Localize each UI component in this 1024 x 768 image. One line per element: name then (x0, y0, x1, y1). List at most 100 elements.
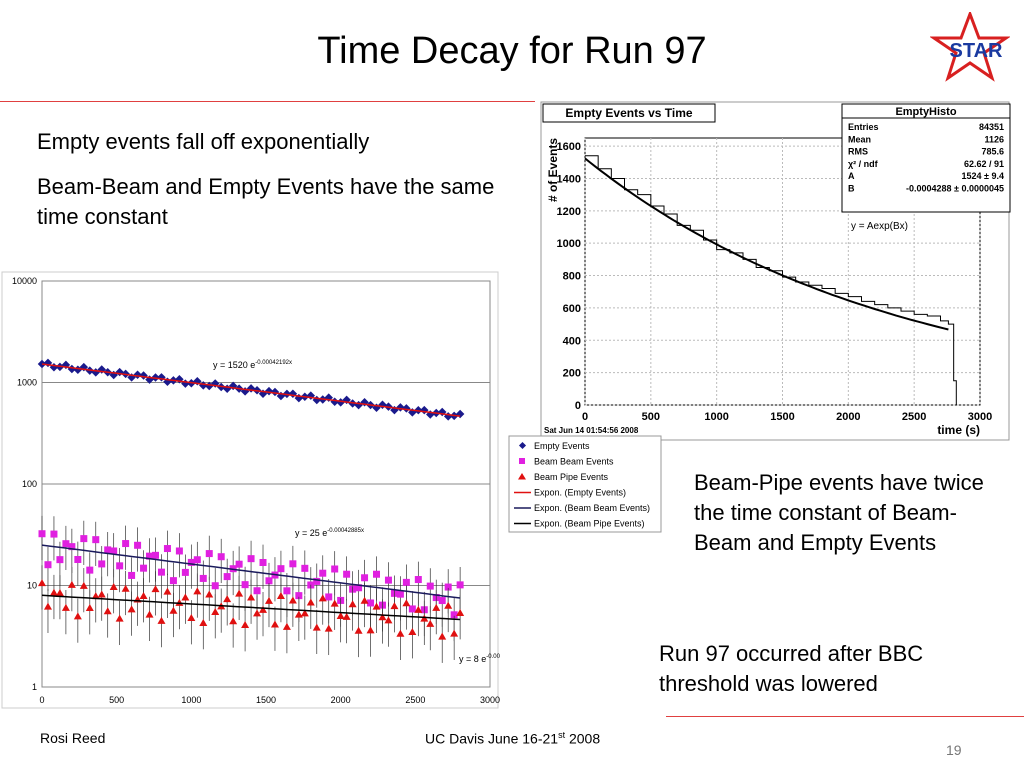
root-x-tick-label: 0 (582, 411, 588, 423)
excel-beam-beam-point (384, 576, 392, 584)
excel-beam-beam-point (92, 536, 100, 544)
excel-beam-beam-point (151, 551, 159, 559)
root-fit-label: y = Aexp(Bx) (851, 221, 908, 232)
excel-beam-pipe-point (432, 603, 441, 611)
excel-beam-pipe-point (97, 590, 106, 598)
footer-conference-text: UC Davis June 16-21 (425, 730, 559, 747)
root-x-tick-label: 1000 (704, 411, 728, 423)
excel-beam-beam-point (50, 530, 58, 538)
root-stats-value: 1126 (984, 134, 1004, 144)
excel-beam-pipe-point (181, 593, 190, 601)
root-y-tick-label: 800 (563, 271, 581, 283)
excel-beam-pipe-point (163, 587, 172, 595)
excel-beam-pipe-point (199, 618, 208, 626)
root-x-axis-label: time (s) (937, 423, 980, 437)
excel-fit-line-2 (41, 594, 461, 621)
excel-beam-beam-point (86, 566, 94, 574)
excel-beam-beam-point (247, 555, 255, 563)
excel-beam-beam-point (187, 558, 195, 566)
note-beam-pipe: Beam-Pipe events have twice the time con… (694, 470, 984, 555)
excel-y-tick-label: 10 (27, 581, 37, 591)
slide-title: Time Decay for Run 97 (317, 30, 707, 72)
excel-beam-beam-point (140, 564, 148, 572)
excel-beam-pipe-point (276, 591, 285, 599)
excel-beam-beam-point (134, 541, 142, 549)
excel-beam-beam-point (110, 547, 118, 555)
root-stats-label: RMS (848, 147, 868, 157)
excel-beam-pipe-point (235, 589, 244, 597)
root-y-tick-label: 1000 (557, 238, 581, 250)
root-stats-label: χ² / ndf (848, 159, 879, 169)
root-stats-value: 62.62 / 91 (964, 159, 1004, 169)
excel-beam-pipe-point (270, 620, 279, 628)
excel-beam-beam-point (175, 547, 183, 555)
excel-beam-beam-point (426, 582, 434, 590)
logo-text: STAR (950, 40, 1004, 62)
excel-beam-pipe-point (402, 599, 411, 607)
root-y-tick-label: 400 (563, 335, 581, 347)
footer-conference-year: 2008 (565, 730, 601, 747)
excel-fit-label: y = 8 e-0.00019578x (459, 654, 500, 664)
excel-beam-beam-point (205, 550, 213, 558)
excel-fit-label: y = 25 e-0.00042885x (295, 528, 364, 538)
root-stats-title: EmptyHisto (895, 106, 956, 118)
excel-beam-pipe-point (139, 591, 148, 599)
excel-beam-beam-point (295, 592, 303, 600)
root-x-tick-label: 2500 (902, 411, 926, 423)
excel-beam-beam-point (181, 568, 189, 576)
root-chart-title: Empty Events vs Time (565, 106, 692, 120)
excel-beam-pipe-point (414, 605, 423, 613)
excel-beam-beam-point (259, 558, 267, 566)
excel-x-tick-label: 0 (39, 695, 44, 705)
legend-label: Expon. (Empty Events) (534, 488, 626, 498)
excel-beam-pipe-point (354, 626, 363, 634)
legend-marker-diamond (518, 441, 527, 450)
excel-beam-pipe-point (253, 609, 262, 617)
excel-beam-beam-point (355, 584, 363, 592)
excel-beam-pipe-point (438, 632, 447, 640)
excel-y-tick-label: 10000 (12, 276, 37, 286)
root-x-tick-label: 3000 (968, 411, 992, 423)
excel-x-tick-label: 3000 (480, 695, 500, 705)
excel-beam-beam-point (44, 561, 52, 569)
root-stats-label: Mean (848, 134, 871, 144)
excel-beam-pipe-point (372, 602, 381, 610)
excel-series-2 (38, 565, 465, 663)
excel-beam-beam-point (193, 556, 201, 564)
legend-label: Beam Beam Events (534, 457, 614, 467)
excel-beam-pipe-point (61, 603, 70, 611)
excel-beam-pipe-point (151, 585, 160, 593)
excel-beam-beam-point (444, 583, 452, 591)
excel-fit-line-0 (41, 363, 461, 417)
note-run-97: Run 97 occurred after BBC threshold was … (659, 641, 924, 696)
root-fit-curve (584, 157, 949, 331)
excel-beam-pipe-point (384, 616, 393, 624)
root-y-axis-label: # of Events (546, 138, 560, 202)
excel-beam-pipe-point (169, 606, 178, 614)
root-stats-box (841, 103, 1011, 213)
excel-beam-pipe-point (360, 596, 369, 604)
excel-beam-pipe-point (91, 592, 100, 600)
excel-beam-beam-point (367, 599, 375, 607)
excel-beam-pipe-point (79, 581, 88, 589)
excel-beam-beam-point (408, 605, 416, 613)
excel-beam-beam-point (456, 581, 464, 589)
excel-beam-beam-point (331, 565, 339, 573)
page-number: 19 (946, 742, 962, 758)
excel-beam-pipe-point (205, 590, 214, 598)
excel-beam-pipe-point (456, 609, 465, 617)
legend-label: Beam Pipe Events (534, 472, 609, 482)
excel-beam-beam-point (217, 553, 225, 561)
root-y-tick-label: 600 (563, 303, 581, 315)
excel-beam-pipe-point (264, 596, 273, 604)
legend-label: Empty Events (534, 441, 590, 451)
excel-beam-beam-point (343, 570, 351, 578)
excel-legend: Empty Events Beam Beam Events Beam Pipe Ev… (508, 435, 662, 533)
root-x-tick-label: 2000 (836, 411, 860, 423)
excel-beam-pipe-point (211, 608, 220, 616)
excel-beam-pipe-point (396, 629, 405, 637)
footer-conference-sup: st (558, 730, 566, 740)
excel-beam-pipe-point (43, 602, 52, 610)
excel-fit-label-exponent: -0.00042192x (255, 360, 292, 366)
excel-beam-beam-point (223, 573, 231, 581)
